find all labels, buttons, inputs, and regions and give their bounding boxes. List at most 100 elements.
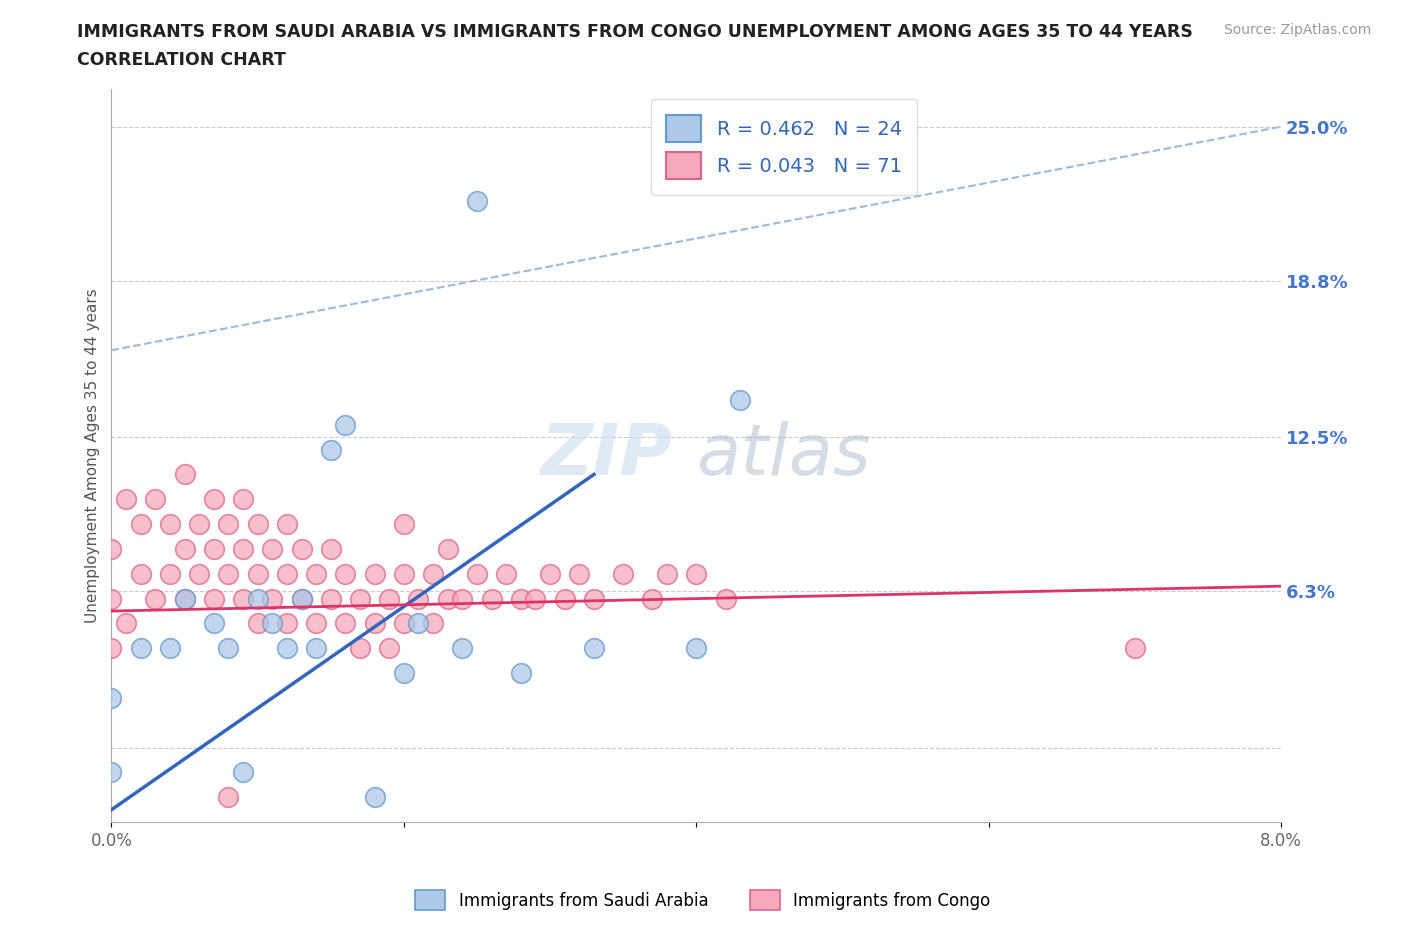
Point: [408, 591, 430, 606]
Point: [290, 591, 312, 606]
Point: [100, 765, 122, 780]
Point: [1123, 641, 1146, 656]
Point: [319, 442, 342, 457]
Point: [335, 616, 357, 631]
Point: [217, 517, 239, 532]
Point: [188, 517, 211, 532]
Point: [305, 616, 328, 631]
Point: [276, 641, 298, 656]
Point: [115, 616, 138, 631]
Point: [173, 541, 195, 556]
Point: [276, 616, 298, 631]
Point: [582, 641, 605, 656]
Point: [436, 541, 458, 556]
Point: [246, 517, 269, 532]
Point: [173, 591, 195, 606]
Point: [582, 591, 605, 606]
Point: [100, 591, 122, 606]
Point: [612, 566, 634, 581]
Text: ZIP: ZIP: [541, 421, 673, 490]
Point: [495, 566, 517, 581]
Point: [378, 641, 401, 656]
Point: [129, 517, 152, 532]
Point: [451, 641, 474, 656]
Point: [246, 566, 269, 581]
Point: [217, 641, 239, 656]
Point: [363, 566, 385, 581]
Point: [159, 641, 181, 656]
Text: atlas: atlas: [696, 421, 870, 490]
Point: [100, 541, 122, 556]
Point: [100, 691, 122, 706]
Point: [232, 591, 254, 606]
Point: [422, 566, 444, 581]
Point: [276, 517, 298, 532]
Legend: Immigrants from Saudi Arabia, Immigrants from Congo: Immigrants from Saudi Arabia, Immigrants…: [409, 884, 997, 917]
Point: [392, 517, 415, 532]
Legend: R = 0.462   N = 24, R = 0.043   N = 71: R = 0.462 N = 24, R = 0.043 N = 71: [651, 100, 918, 195]
Point: [685, 641, 707, 656]
Point: [232, 765, 254, 780]
Point: [159, 517, 181, 532]
Point: [217, 790, 239, 804]
Point: [509, 591, 531, 606]
Text: IMMIGRANTS FROM SAUDI ARABIA VS IMMIGRANTS FROM CONGO UNEMPLOYMENT AMONG AGES 35: IMMIGRANTS FROM SAUDI ARABIA VS IMMIGRAN…: [77, 23, 1194, 41]
Point: [392, 566, 415, 581]
Point: [290, 541, 312, 556]
Point: [714, 591, 737, 606]
Point: [378, 591, 401, 606]
Point: [319, 541, 342, 556]
Point: [159, 566, 181, 581]
Text: Source: ZipAtlas.com: Source: ZipAtlas.com: [1223, 23, 1371, 37]
Y-axis label: Unemployment Among Ages 35 to 44 years: Unemployment Among Ages 35 to 44 years: [86, 288, 100, 623]
Point: [392, 666, 415, 681]
Point: [143, 492, 166, 507]
Point: [436, 591, 458, 606]
Point: [641, 591, 664, 606]
Point: [217, 566, 239, 581]
Point: [100, 641, 122, 656]
Point: [305, 641, 328, 656]
Point: [319, 591, 342, 606]
Point: [188, 566, 211, 581]
Point: [335, 566, 357, 581]
Point: [143, 591, 166, 606]
Point: [262, 616, 284, 631]
Point: [262, 591, 284, 606]
Point: [173, 591, 195, 606]
Point: [568, 566, 591, 581]
Point: [246, 616, 269, 631]
Point: [349, 641, 371, 656]
Point: [202, 541, 225, 556]
Point: [232, 492, 254, 507]
Point: [335, 418, 357, 432]
Point: [173, 467, 195, 482]
Point: [232, 541, 254, 556]
Point: [728, 392, 751, 407]
Point: [129, 566, 152, 581]
Point: [202, 492, 225, 507]
Point: [202, 616, 225, 631]
Point: [655, 566, 678, 581]
Point: [422, 616, 444, 631]
Point: [115, 492, 138, 507]
Point: [538, 566, 561, 581]
Point: [408, 616, 430, 631]
Point: [481, 591, 503, 606]
Point: [246, 591, 269, 606]
Point: [363, 616, 385, 631]
Point: [524, 591, 547, 606]
Point: [465, 566, 488, 581]
Point: [509, 666, 531, 681]
Point: [202, 591, 225, 606]
Point: [363, 790, 385, 804]
Point: [465, 193, 488, 208]
Point: [129, 641, 152, 656]
Point: [262, 541, 284, 556]
Point: [276, 566, 298, 581]
Point: [451, 591, 474, 606]
Point: [392, 616, 415, 631]
Point: [290, 591, 312, 606]
Text: CORRELATION CHART: CORRELATION CHART: [77, 51, 287, 69]
Point: [305, 566, 328, 581]
